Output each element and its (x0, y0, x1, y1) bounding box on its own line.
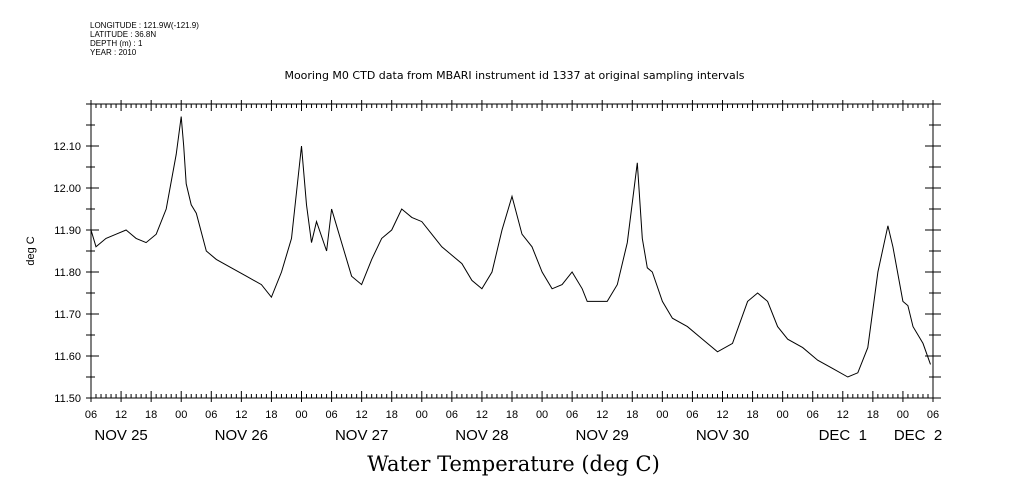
x-hour-label: 00 (536, 409, 548, 421)
plot-frame (90, 103, 934, 399)
y-axis-label: deg C (25, 236, 37, 265)
latitude-text: LATITUDE : 36.8N (90, 30, 157, 39)
x-hour-label: 12 (837, 409, 849, 421)
x-day-label: DEC 2 (894, 427, 942, 444)
x-day-label: NOV 27 (335, 427, 388, 444)
y-tick-label: 11.80 (54, 267, 81, 279)
x-hour-label: 12 (596, 409, 608, 421)
chart-title: Mooring M0 CTD data from MBARI instrumen… (284, 69, 745, 82)
x-hour-label: 00 (295, 409, 307, 421)
y-tick-label: 11.60 (54, 351, 81, 363)
x-hour-label: 12 (235, 409, 247, 421)
x-hour-label: 00 (656, 409, 668, 421)
x-hour-label: 12 (716, 409, 728, 421)
year-text: YEAR : 2010 (90, 48, 137, 57)
x-hour-label: 18 (867, 409, 879, 421)
x-tick-labels: 06 12 18 00 06 12 18 00 06 12 18 00 06 12 18 00 06 12 18 00… (85, 409, 942, 444)
x-hour-label: 18 (626, 409, 638, 421)
x-hour-label: 00 (416, 409, 428, 421)
x-hour-label: 06 (85, 409, 97, 421)
longitude-text: LONGITUDE : 121.9W(-121.9) (90, 21, 199, 30)
x-hour-label: 12 (115, 409, 127, 421)
y-tick-label: 12.10 (53, 141, 81, 153)
x-hour-label: 18 (746, 409, 758, 421)
y-tick-label: 11.50 (54, 393, 81, 405)
y-tick-label: 12.00 (53, 183, 81, 195)
x-hour-label: 06 (807, 409, 819, 421)
metadata-block: LONGITUDE : 121.9W(-121.9) LATITUDE : 36… (90, 21, 199, 57)
x-hour-label: 00 (897, 409, 909, 421)
x-hour-label: 18 (145, 409, 157, 421)
x-hour-label: 06 (205, 409, 217, 421)
x-hour-label: 18 (506, 409, 518, 421)
y-tick-label: 11.70 (54, 309, 81, 321)
x-day-label: NOV 26 (215, 427, 268, 444)
series-line (90, 116, 931, 378)
x-day-label: NOV 30 (696, 427, 749, 444)
x-hour-label: 06 (927, 409, 939, 421)
x-day-label: DEC 1 (819, 427, 867, 444)
x-day-label: NOV 25 (94, 427, 147, 444)
y-tick-label: 11.90 (54, 225, 81, 237)
x-hour-label: 00 (175, 409, 187, 421)
x-day-label: NOV 28 (455, 427, 508, 444)
x-hour-label: 12 (476, 409, 488, 421)
x-hour-label: 06 (446, 409, 458, 421)
x-hour-label: 06 (566, 409, 578, 421)
x-hour-label: 00 (777, 409, 789, 421)
x-hour-label: 06 (686, 409, 698, 421)
x-day-label: NOV 29 (576, 427, 629, 444)
axis-ticks (86, 100, 941, 402)
x-hour-label: 18 (386, 409, 398, 421)
x-hour-label: 12 (356, 409, 368, 421)
depth-text: DEPTH (m) : 1 (90, 39, 143, 48)
x-axis-title: Water Temperature (deg C) (367, 452, 660, 476)
y-tick-labels: 11.50 11.60 11.70 11.80 11.90 12.00 12.10 (53, 141, 81, 405)
x-hour-label: 06 (325, 409, 337, 421)
x-hour-label: 18 (265, 409, 277, 421)
